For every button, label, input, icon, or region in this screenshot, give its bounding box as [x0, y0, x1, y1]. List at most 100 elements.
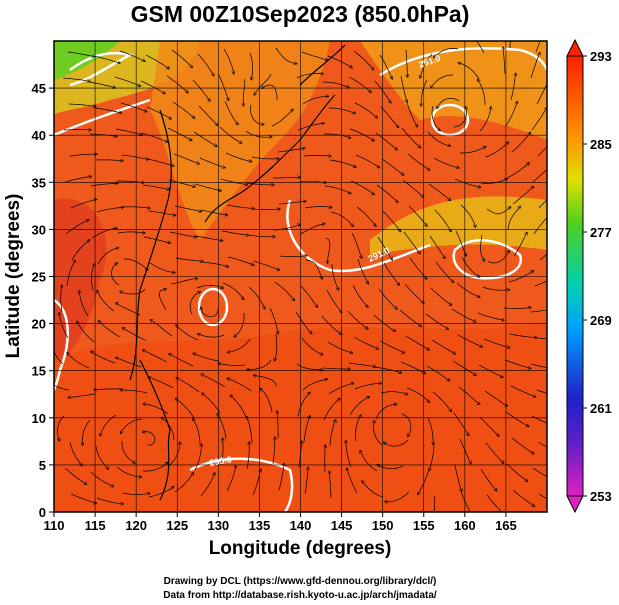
streamline	[226, 466, 236, 492]
streamline	[219, 126, 242, 143]
streamline	[124, 258, 148, 270]
streamline	[480, 468, 497, 491]
streamline	[348, 362, 376, 367]
contour-line	[54, 98, 151, 137]
streamline	[227, 256, 254, 265]
streamline	[120, 288, 146, 295]
streamline	[437, 97, 460, 108]
streamline	[149, 262, 175, 273]
contour-line	[197, 287, 229, 327]
streamline	[91, 351, 116, 364]
streamline	[193, 353, 220, 362]
streamline	[375, 404, 397, 420]
streamline	[379, 54, 392, 79]
streamline	[482, 286, 510, 290]
streamline	[224, 100, 238, 125]
streamline	[228, 338, 251, 352]
streamline	[324, 133, 351, 138]
streamline	[478, 364, 503, 377]
streamline	[406, 387, 430, 402]
streamline	[374, 80, 391, 103]
streamline	[348, 76, 371, 92]
streamline	[275, 47, 297, 64]
streamline	[194, 183, 221, 191]
y-tick-label: 45	[32, 81, 46, 96]
streamline	[121, 418, 143, 433]
streamline	[400, 75, 407, 102]
streamline	[353, 50, 374, 70]
x-tick-label: 110	[44, 518, 65, 533]
streamline	[175, 257, 203, 261]
streamline	[485, 442, 504, 463]
streamline	[300, 285, 318, 307]
streamline	[535, 337, 547, 340]
colorbar-tick-label: 285	[590, 137, 612, 152]
streamline	[459, 438, 471, 464]
streamlines	[54, 41, 547, 512]
streamline	[90, 183, 118, 187]
x-tick-label: 145	[331, 518, 353, 533]
streamline	[172, 101, 195, 118]
streamline	[356, 206, 376, 226]
streamline	[323, 399, 340, 421]
streamline	[147, 158, 174, 166]
streamline	[122, 207, 150, 208]
streamline	[174, 473, 193, 493]
streamline	[61, 285, 62, 313]
streamline	[234, 312, 245, 337]
streamline	[89, 133, 117, 136]
streamline	[434, 495, 436, 512]
streamline	[452, 360, 476, 375]
streamline	[79, 291, 89, 317]
streamline	[297, 123, 324, 131]
streamline	[401, 127, 421, 148]
streamline	[454, 464, 462, 491]
streamline	[254, 73, 272, 95]
streamline	[96, 497, 123, 504]
x-tick-label: 130	[207, 518, 229, 533]
streamline	[375, 132, 397, 150]
streamline	[70, 493, 96, 503]
streamline	[354, 102, 377, 118]
streamline	[199, 157, 225, 168]
streamline	[189, 292, 200, 315]
x-tick-label: 150	[372, 518, 394, 533]
chart-title: GSM 00Z10Sep2023 (850.0hPa)	[131, 1, 470, 27]
streamline	[173, 153, 199, 164]
streamline	[66, 260, 75, 287]
streamline	[505, 411, 529, 427]
streamline	[143, 404, 169, 415]
streamline	[225, 152, 252, 162]
streamline	[532, 467, 547, 478]
streamline	[374, 366, 401, 373]
streamline	[535, 41, 541, 53]
streamline	[196, 285, 223, 288]
streamline	[429, 443, 435, 471]
streamline	[171, 49, 192, 68]
streamline	[355, 154, 380, 168]
streamline	[408, 205, 427, 226]
streamline	[193, 131, 217, 146]
streamline	[88, 81, 115, 88]
streamline	[509, 333, 537, 338]
y-tick-label: 5	[39, 458, 46, 473]
streamline	[274, 281, 294, 301]
x-tick-label: 160	[454, 518, 476, 533]
streamline	[65, 220, 89, 235]
streamline	[405, 335, 429, 350]
streamline	[537, 146, 547, 157]
streamline	[536, 389, 547, 394]
streamline	[376, 184, 398, 202]
streamline	[117, 232, 145, 233]
streamline	[254, 376, 278, 387]
streamline	[357, 258, 368, 284]
streamline	[120, 390, 148, 394]
streamline	[377, 236, 392, 260]
streamline	[82, 419, 91, 445]
streamline	[507, 207, 520, 231]
y-tick-label: 25	[32, 270, 46, 285]
streamline	[148, 210, 176, 216]
streamline	[327, 55, 352, 68]
streamline	[330, 211, 353, 226]
